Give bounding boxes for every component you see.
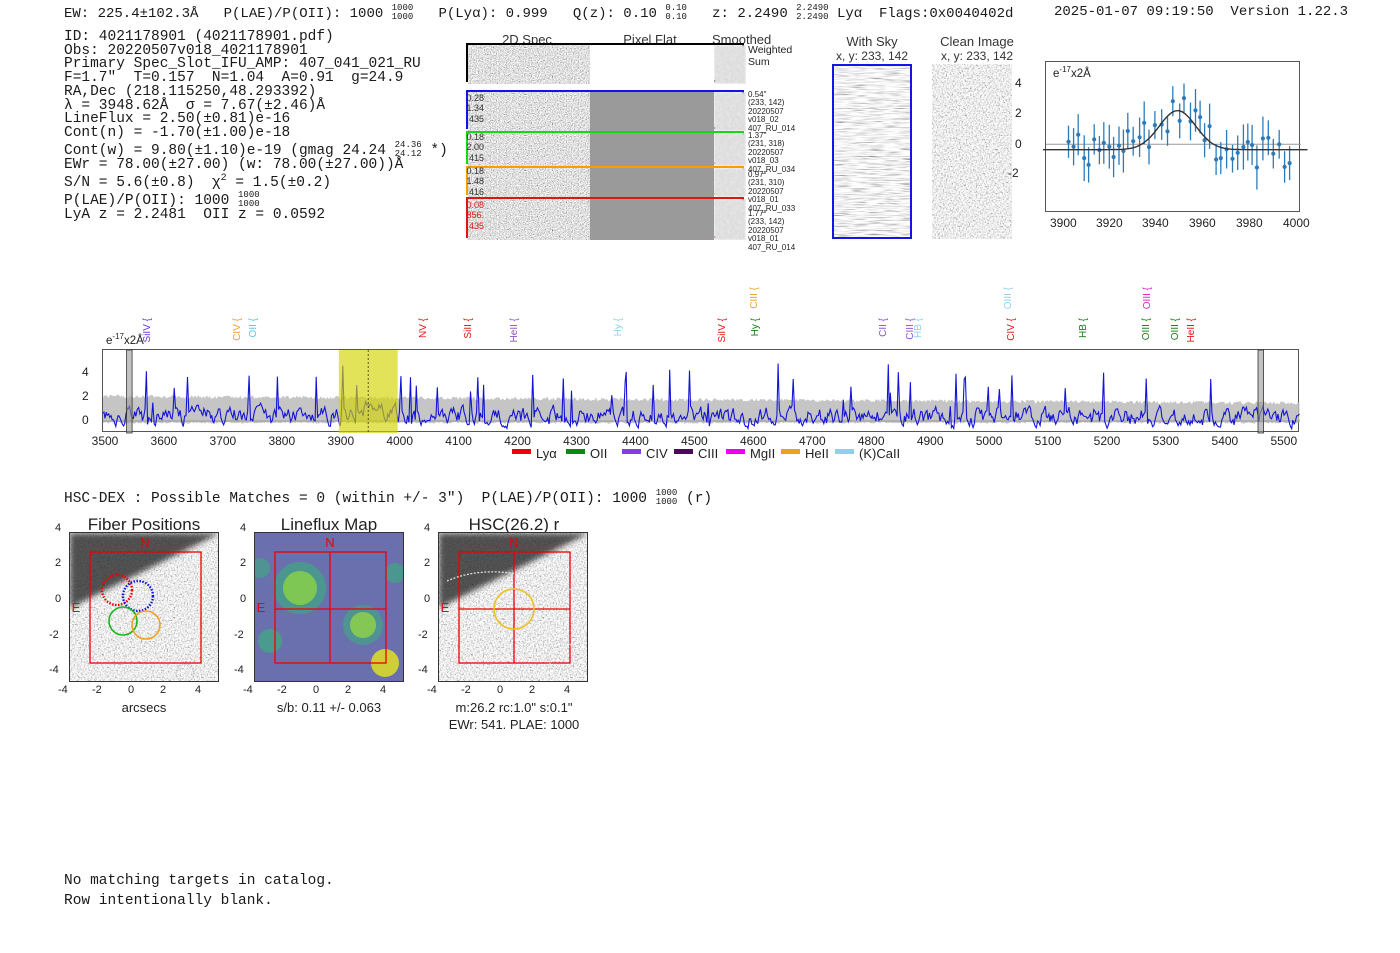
svg-text:E: E <box>257 600 266 615</box>
svg-text:N: N <box>509 535 518 550</box>
svg-text:N: N <box>140 535 149 550</box>
svg-text:N: N <box>325 535 334 550</box>
svg-text:E: E <box>441 600 450 615</box>
svg-text:E: E <box>72 600 81 615</box>
